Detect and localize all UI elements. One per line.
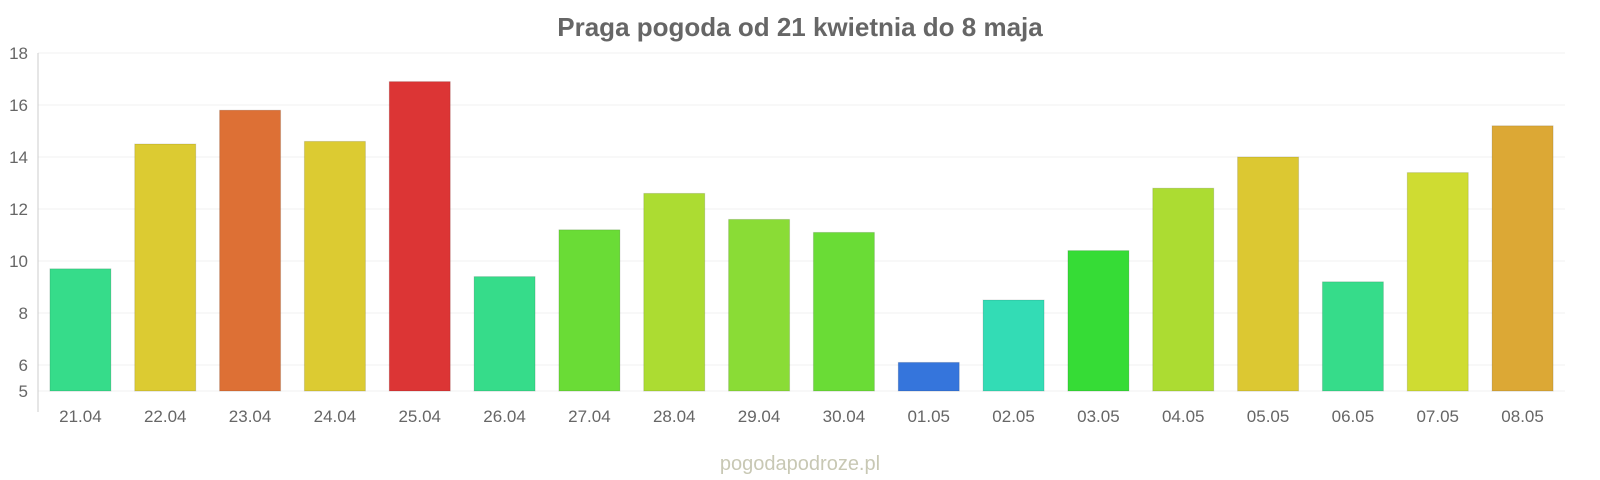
bar-23.04 [219,109,282,392]
x-tick-label: 22.04 [144,407,187,426]
bar-27.04 [558,229,621,392]
bar-02.05 [982,299,1045,392]
bar-05.05 [1237,156,1300,392]
bar-21.04 [49,268,112,392]
bar-25.04 [388,81,451,392]
x-tick-label: 23.04 [229,407,272,426]
x-tick-label: 21.04 [59,407,102,426]
watermark: pogodapodroze.pl [720,453,880,475]
bar-22.04 [134,143,197,392]
bar-01.05 [897,361,960,392]
bar-06.05 [1321,281,1384,392]
y-tick-label: 14 [9,148,28,167]
x-tick-label: 05.05 [1247,407,1290,426]
bar-30.04 [812,231,875,392]
x-tick-label: 06.05 [1332,407,1375,426]
x-tick-label: 02.05 [992,407,1035,426]
x-tick-label: 28.04 [653,407,696,426]
bar-26.04 [473,276,536,392]
x-tick-label: 01.05 [907,407,950,426]
bar-24.04 [303,140,366,392]
y-tick-label: 12 [9,200,28,219]
y-tick-label: 18 [9,44,28,63]
x-tick-label: 26.04 [483,407,526,426]
x-tick-label: 29.04 [738,407,781,426]
bar-29.04 [728,218,791,392]
x-tick-label: 25.04 [398,407,441,426]
y-tick-label: 5 [19,382,28,401]
bar-04.05 [1152,187,1215,392]
y-tick-label: 8 [19,304,28,323]
x-tick-label: 03.05 [1077,407,1120,426]
x-tick-label: 24.04 [314,407,357,426]
y-tick-label: 10 [9,252,28,271]
bar-28.04 [643,192,706,392]
x-tick-label: 07.05 [1416,407,1459,426]
x-tick-label: 27.04 [568,407,611,426]
chart-title: Praga pogoda od 21 kwietnia do 8 maja [557,12,1043,42]
x-tick-label: 04.05 [1162,407,1205,426]
x-tick-label: 08.05 [1501,407,1544,426]
x-tick-label: 30.04 [823,407,866,426]
y-tick-label: 16 [9,96,28,115]
y-tick-label: 6 [19,356,28,375]
bar-07.05 [1406,172,1469,392]
bar-08.05 [1491,125,1554,392]
bar-03.05 [1067,250,1130,392]
